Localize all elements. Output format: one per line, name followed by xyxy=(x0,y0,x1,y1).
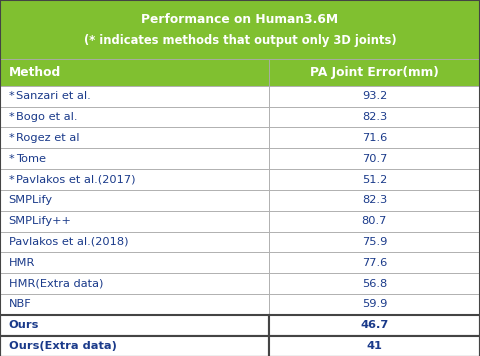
Bar xyxy=(0,169,269,190)
Bar xyxy=(269,336,480,356)
Text: Sanzari et al.: Sanzari et al. xyxy=(16,91,91,101)
Text: SMPLify++: SMPLify++ xyxy=(9,216,72,226)
Text: Method: Method xyxy=(9,66,61,79)
Text: HMR: HMR xyxy=(9,258,35,268)
Bar xyxy=(269,315,480,336)
Bar xyxy=(0,211,269,232)
Bar xyxy=(269,169,480,190)
Text: 82.3: 82.3 xyxy=(362,112,387,122)
Text: Tome: Tome xyxy=(16,154,46,164)
Bar xyxy=(269,252,480,273)
Text: 71.6: 71.6 xyxy=(362,133,387,143)
Text: HMR(Extra data): HMR(Extra data) xyxy=(9,279,103,289)
Text: Rogez et al: Rogez et al xyxy=(16,133,80,143)
Text: *: * xyxy=(9,91,14,101)
Text: 93.2: 93.2 xyxy=(362,91,387,101)
Text: Ours: Ours xyxy=(9,320,39,330)
Text: *: * xyxy=(9,112,14,122)
Bar xyxy=(269,294,480,315)
Text: PA Joint Error(mm): PA Joint Error(mm) xyxy=(310,66,439,79)
Bar xyxy=(0,127,269,148)
Text: SMPLify: SMPLify xyxy=(9,195,53,205)
Bar xyxy=(269,190,480,211)
Text: Pavlakos et al.(2017): Pavlakos et al.(2017) xyxy=(16,174,136,184)
Bar xyxy=(0,59,269,86)
Text: Performance on Human3.6M: Performance on Human3.6M xyxy=(142,13,338,26)
Text: 80.7: 80.7 xyxy=(362,216,387,226)
Text: Ours(Extra data): Ours(Extra data) xyxy=(9,341,117,351)
Bar xyxy=(269,232,480,252)
Bar xyxy=(0,107,269,127)
Text: Bogo et al.: Bogo et al. xyxy=(16,112,78,122)
Bar xyxy=(269,107,480,127)
Text: *: * xyxy=(9,174,14,184)
Bar xyxy=(269,211,480,232)
Bar xyxy=(0,232,269,252)
Bar xyxy=(0,273,269,294)
Bar xyxy=(269,148,480,169)
Bar xyxy=(269,86,480,107)
Text: 75.9: 75.9 xyxy=(362,237,387,247)
Text: *: * xyxy=(9,133,14,143)
Bar xyxy=(269,273,480,294)
Text: 51.2: 51.2 xyxy=(362,174,387,184)
Bar xyxy=(269,59,480,86)
Bar xyxy=(0,315,269,336)
Text: NBF: NBF xyxy=(9,299,31,309)
Bar xyxy=(0,336,269,356)
Text: 70.7: 70.7 xyxy=(362,154,387,164)
Text: 41: 41 xyxy=(366,341,383,351)
Bar xyxy=(0,294,269,315)
Bar xyxy=(0,148,269,169)
Text: 56.8: 56.8 xyxy=(362,279,387,289)
Text: *: * xyxy=(9,154,14,164)
Text: 46.7: 46.7 xyxy=(360,320,388,330)
Text: (* indicates methods that output only 3D joints): (* indicates methods that output only 3D… xyxy=(84,34,396,47)
Bar xyxy=(0,252,269,273)
Bar xyxy=(269,127,480,148)
Bar xyxy=(0,86,269,107)
Text: Pavlakos et al.(2018): Pavlakos et al.(2018) xyxy=(9,237,128,247)
Bar xyxy=(0,0,480,59)
Text: 82.3: 82.3 xyxy=(362,195,387,205)
Text: 77.6: 77.6 xyxy=(362,258,387,268)
Text: 59.9: 59.9 xyxy=(362,299,387,309)
Bar xyxy=(0,190,269,211)
